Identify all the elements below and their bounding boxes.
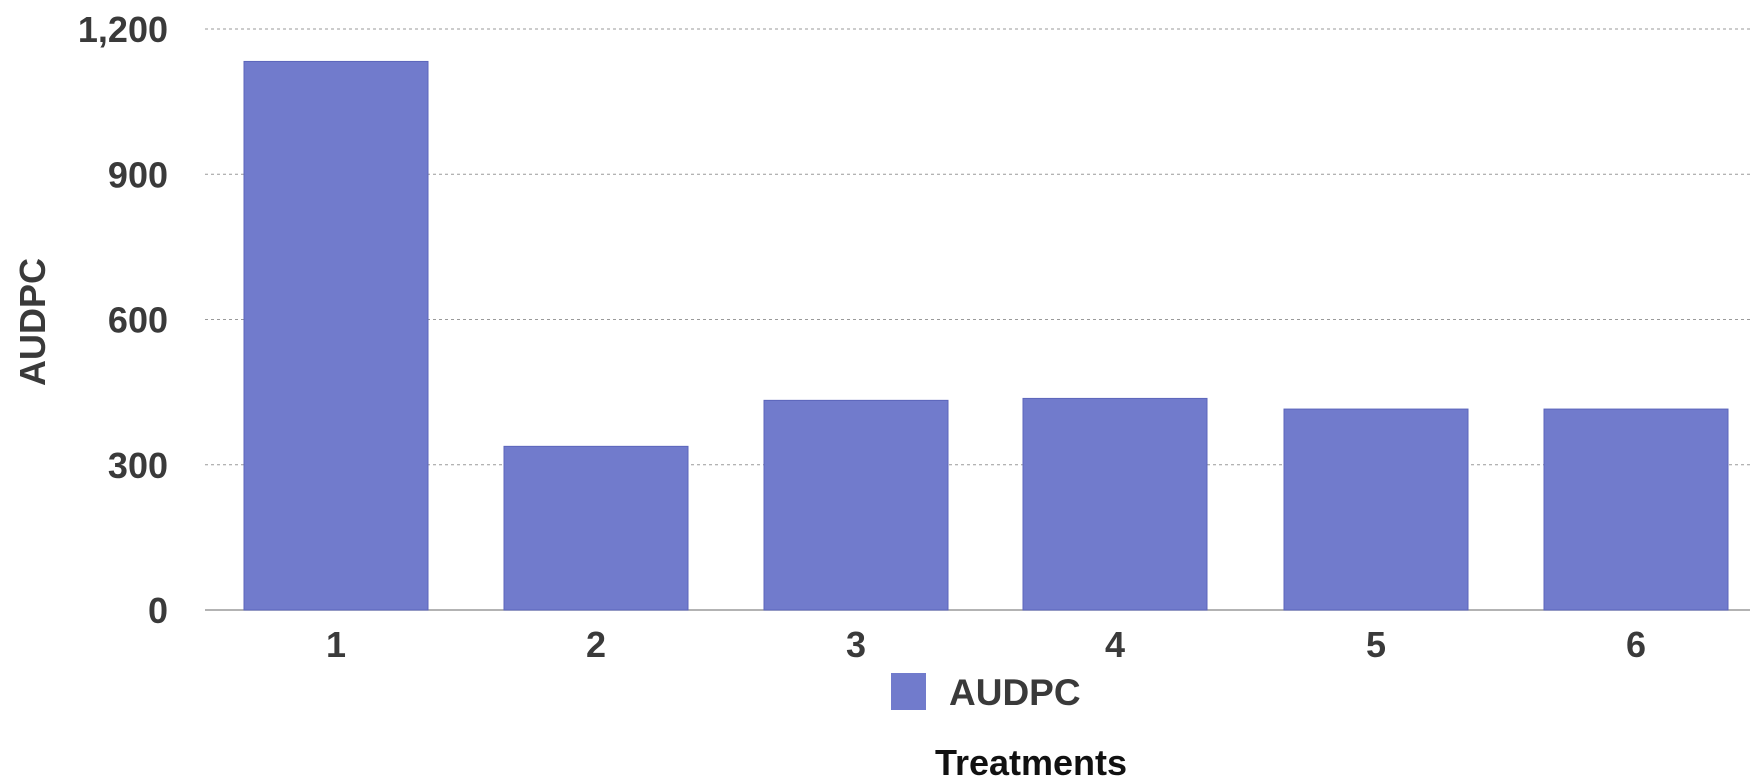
x-tick-label: 1	[326, 624, 346, 665]
x-tick-label: 4	[1105, 624, 1125, 665]
bars	[243, 60, 1729, 611]
y-axis-tick-labels: 0 300 600 900 1,200	[78, 9, 168, 631]
x-tick-label: 5	[1366, 624, 1386, 665]
y-tick-label: 1,200	[78, 9, 168, 50]
legend: AUDPC	[891, 672, 1081, 713]
bar-treatment-1	[243, 60, 429, 611]
gridlines	[205, 28, 1750, 611]
y-tick-label: 600	[108, 300, 168, 341]
bar-treatment-5	[1283, 408, 1469, 611]
y-tick-label: 300	[108, 445, 168, 486]
x-tick-label: 6	[1626, 624, 1646, 665]
legend-swatch	[891, 673, 926, 710]
y-tick-label: 900	[108, 154, 168, 195]
bar-treatment-6	[1543, 408, 1729, 611]
bar-treatment-4	[1022, 397, 1208, 611]
y-axis-title: AUDPC	[12, 258, 53, 386]
bar-treatment-3	[763, 399, 949, 611]
x-axis-title: Treatments	[935, 742, 1127, 781]
x-tick-label: 2	[586, 624, 606, 665]
y-tick-label: 0	[148, 590, 168, 631]
x-axis-tick-labels: 1 2 3 4 5 6	[326, 624, 1646, 665]
x-tick-label: 3	[846, 624, 866, 665]
bar-treatment-2	[503, 445, 689, 611]
legend-label: AUDPC	[949, 672, 1081, 713]
